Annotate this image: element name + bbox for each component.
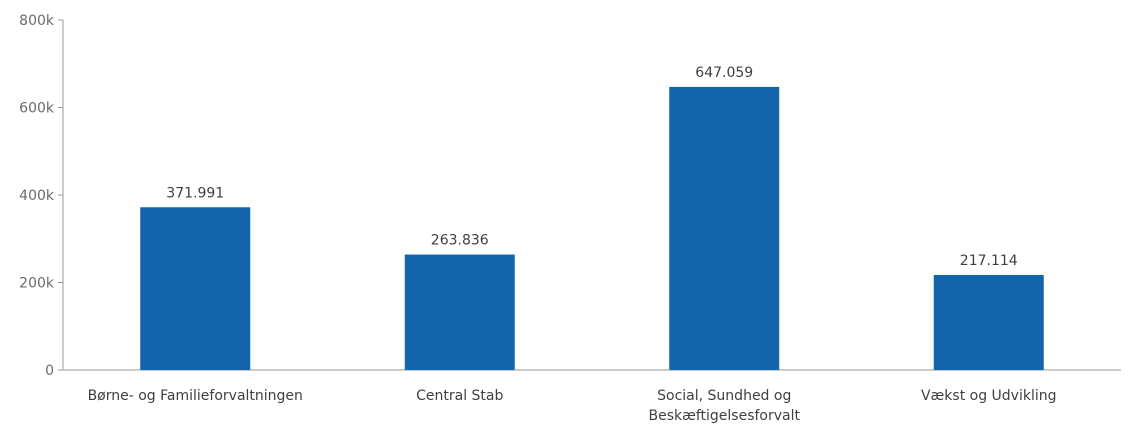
data-label: 217.114	[960, 253, 1018, 269]
x-tick-label: Beskæftigelsesforvalt	[648, 408, 800, 424]
x-tick-label: Social, Sundhed og	[657, 388, 791, 404]
x-tick-label: Børne- og Familieforvaltningen	[88, 388, 303, 404]
y-tick-label: 200k	[19, 276, 55, 292]
bar	[933, 275, 1044, 370]
bar	[669, 86, 780, 371]
data-label: 647.059	[695, 65, 753, 81]
data-label: 371.991	[166, 185, 224, 201]
y-tick-label: 600k	[19, 101, 55, 117]
y-tick-label: 400k	[19, 188, 55, 204]
bar	[404, 254, 515, 370]
y-tick-label: 800k	[19, 13, 55, 29]
y-tick-label: 0	[45, 363, 54, 379]
bar	[140, 207, 251, 370]
x-tick-label: Central Stab	[416, 388, 503, 404]
data-label: 263.836	[431, 233, 489, 249]
x-tick-label: Vækst og Udvikling	[921, 388, 1057, 404]
